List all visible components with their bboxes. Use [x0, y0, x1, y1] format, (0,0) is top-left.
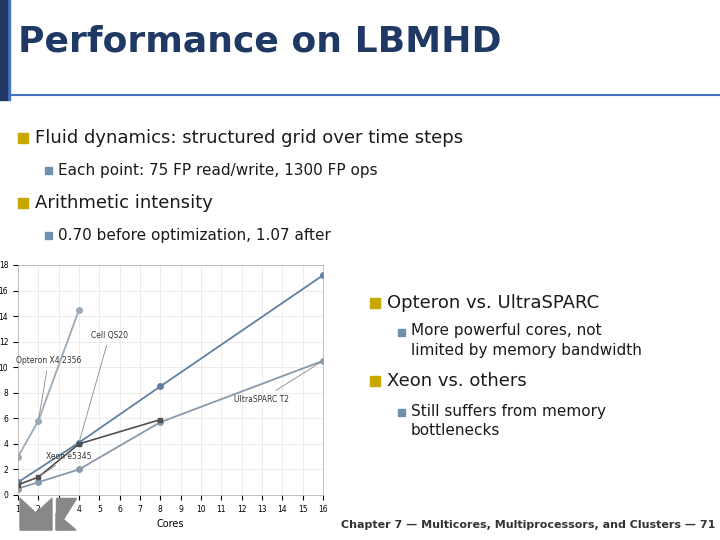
Polygon shape: [20, 498, 52, 530]
Polygon shape: [56, 513, 76, 530]
Bar: [7, 0, 10, 100]
Text: Arithmetic intensity: Arithmetic intensity: [35, 194, 213, 212]
Polygon shape: [56, 498, 76, 530]
Text: Still suffers from memory: Still suffers from memory: [411, 403, 606, 418]
Text: Opteron vs. UltraSPARC: Opteron vs. UltraSPARC: [387, 294, 599, 312]
Text: limited by memory bandwidth: limited by memory bandwidth: [411, 343, 642, 359]
Text: Xeon e5345: Xeon e5345: [40, 452, 91, 476]
Text: Each point: 75 FP read/write, 1300 FP ops: Each point: 75 FP read/write, 1300 FP op…: [58, 163, 377, 178]
Bar: [18, 133, 28, 143]
Bar: [18, 198, 28, 208]
Bar: [45, 167, 52, 174]
Bar: [45, 232, 52, 239]
Text: bottlenecks: bottlenecks: [411, 423, 500, 437]
Text: Performance on LBMHD: Performance on LBMHD: [18, 25, 502, 59]
Text: UltraSPARC T2: UltraSPARC T2: [235, 362, 320, 404]
Text: Chapter 7 — Multicores, Multiprocessors, and Clusters — 71: Chapter 7 — Multicores, Multiprocessors,…: [341, 520, 715, 530]
Text: 0.70 before optimization, 1.07 after: 0.70 before optimization, 1.07 after: [58, 228, 331, 243]
Bar: [398, 409, 405, 416]
Text: Opteron X4 2356: Opteron X4 2356: [16, 356, 81, 418]
Text: Xeon vs. others: Xeon vs. others: [387, 372, 527, 390]
Bar: [398, 329, 405, 336]
Text: Cell QS20: Cell QS20: [80, 331, 128, 440]
X-axis label: Cores: Cores: [157, 519, 184, 529]
Text: Fluid dynamics: structured grid over time steps: Fluid dynamics: structured grid over tim…: [35, 129, 463, 147]
Text: More powerful cores, not: More powerful cores, not: [411, 323, 602, 338]
Bar: [370, 298, 380, 308]
Bar: [370, 376, 380, 386]
Bar: [0, 0, 7, 100]
